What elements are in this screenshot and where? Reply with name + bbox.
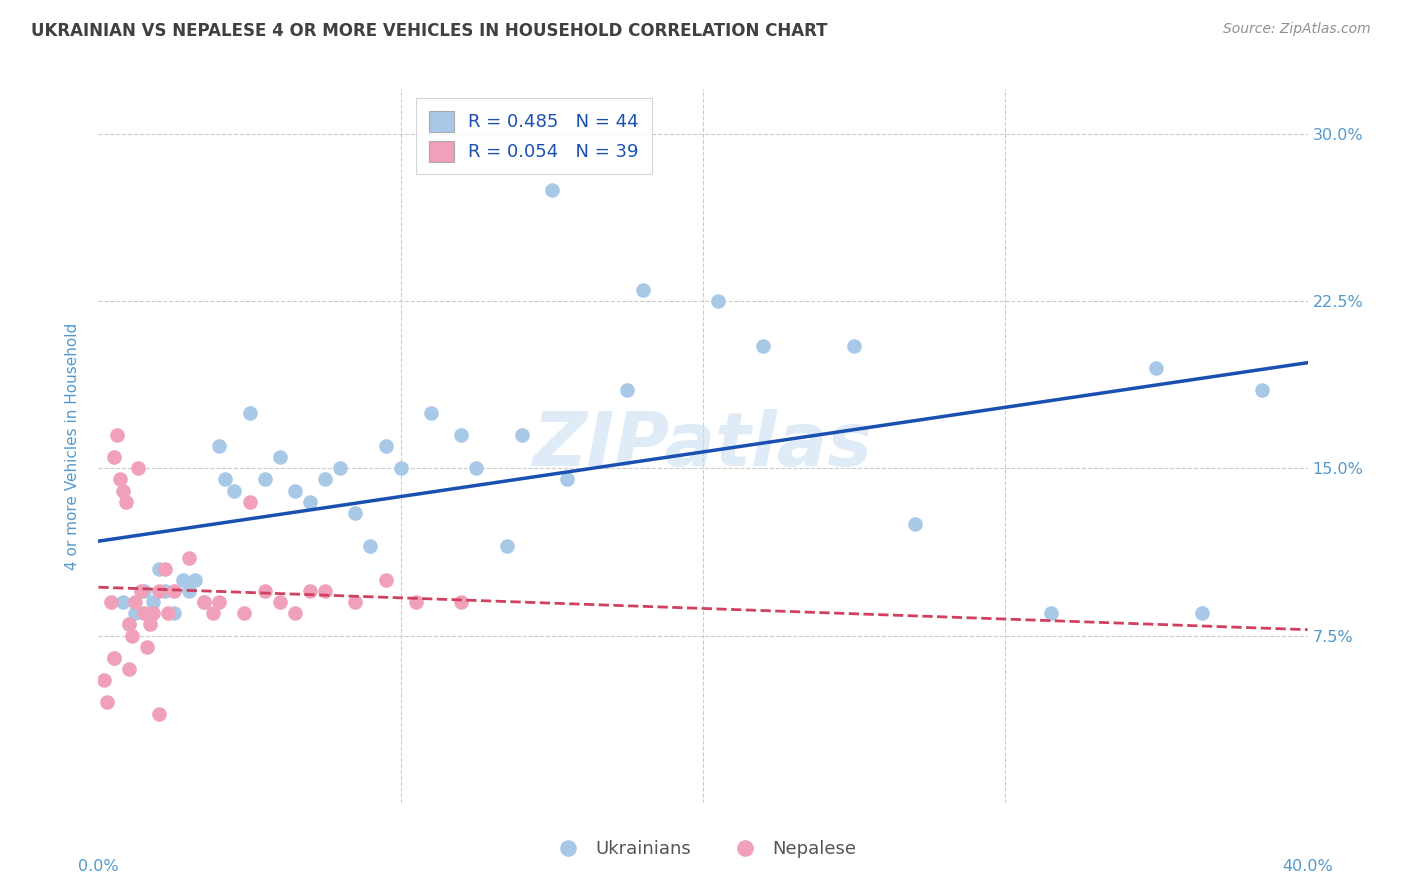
Point — [114, 494, 136, 508]
Point — [239, 405, 262, 419]
Point — [232, 607, 254, 621]
Point — [103, 450, 125, 464]
Point — [124, 595, 146, 609]
Point — [208, 595, 231, 609]
Point — [374, 573, 396, 587]
Point — [420, 405, 443, 419]
Point — [405, 595, 427, 609]
Point — [269, 595, 291, 609]
Point — [224, 483, 246, 498]
Point — [465, 461, 488, 475]
Point — [153, 562, 176, 576]
Point — [904, 516, 927, 531]
Point — [148, 562, 170, 576]
Point — [179, 550, 201, 565]
Point — [555, 472, 578, 486]
Point — [93, 673, 115, 687]
Point — [127, 461, 149, 475]
Point — [202, 607, 225, 621]
Point — [172, 573, 194, 587]
Point — [510, 427, 533, 442]
Point — [239, 494, 262, 508]
Point — [284, 607, 307, 621]
Point — [153, 583, 176, 598]
Point — [108, 472, 131, 486]
Point — [103, 651, 125, 665]
Text: 0.0%: 0.0% — [79, 858, 118, 873]
Point — [214, 472, 236, 486]
Point — [111, 595, 134, 609]
Point — [193, 595, 215, 609]
Point — [1039, 607, 1062, 621]
Y-axis label: 4 or more Vehicles in Household: 4 or more Vehicles in Household — [65, 322, 80, 570]
Point — [299, 583, 322, 598]
Point — [156, 607, 179, 621]
Point — [344, 595, 367, 609]
Point — [344, 506, 367, 520]
Point — [299, 494, 322, 508]
Point — [121, 628, 143, 642]
Point — [132, 583, 155, 598]
Point — [752, 338, 775, 352]
Point — [124, 607, 146, 621]
Point — [450, 427, 472, 442]
Point — [208, 439, 231, 453]
Point — [142, 607, 165, 621]
Point — [329, 461, 352, 475]
Point — [142, 595, 165, 609]
Point — [844, 338, 866, 352]
Text: Source: ZipAtlas.com: Source: ZipAtlas.com — [1223, 22, 1371, 37]
Point — [118, 617, 141, 632]
Legend: Ukrainians, Nepalese: Ukrainians, Nepalese — [543, 833, 863, 865]
Point — [616, 384, 638, 398]
Point — [129, 583, 152, 598]
Point — [96, 696, 118, 710]
Point — [253, 472, 276, 486]
Point — [284, 483, 307, 498]
Point — [707, 293, 730, 308]
Point — [1251, 384, 1274, 398]
Point — [148, 583, 170, 598]
Point — [193, 595, 215, 609]
Point — [184, 573, 207, 587]
Point — [1146, 360, 1168, 375]
Text: 40.0%: 40.0% — [1282, 858, 1333, 873]
Point — [179, 583, 201, 598]
Point — [163, 607, 186, 621]
Point — [118, 662, 141, 676]
Point — [1191, 607, 1213, 621]
Point — [105, 427, 128, 442]
Point — [103, 651, 125, 665]
Point — [118, 617, 141, 632]
Point — [132, 607, 155, 621]
Text: UKRAINIAN VS NEPALESE 4 OR MORE VEHICLES IN HOUSEHOLD CORRELATION CHART: UKRAINIAN VS NEPALESE 4 OR MORE VEHICLES… — [31, 22, 828, 40]
Point — [631, 283, 654, 297]
Point — [360, 539, 382, 553]
Point — [450, 595, 472, 609]
Point — [100, 595, 122, 609]
Point — [269, 450, 291, 464]
Point — [314, 583, 336, 598]
Point — [163, 583, 186, 598]
Point — [374, 439, 396, 453]
Point — [111, 483, 134, 498]
Point — [389, 461, 412, 475]
Text: ZIPatlas: ZIPatlas — [533, 409, 873, 483]
Point — [314, 472, 336, 486]
Point — [540, 182, 562, 196]
Point — [495, 539, 517, 553]
Point — [135, 640, 157, 654]
Point — [253, 583, 276, 598]
Point — [148, 706, 170, 721]
Point — [139, 617, 162, 632]
